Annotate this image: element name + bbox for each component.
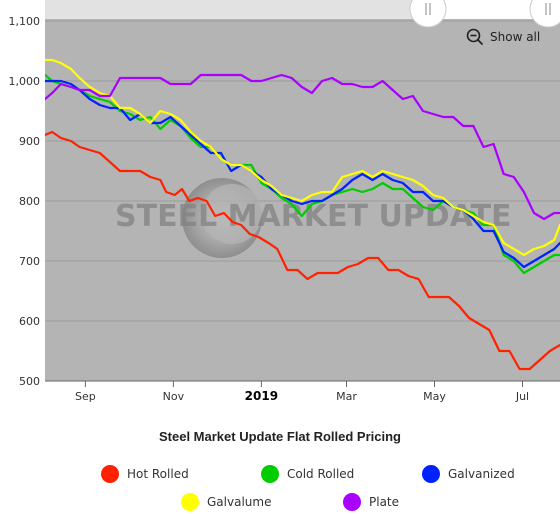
navigator-selection[interactable]	[428, 0, 548, 19]
legend: Hot Rolled Cold Rolled Galvanized Galval…	[0, 458, 560, 514]
legend-label: Plate	[369, 495, 400, 509]
y-tick-label: 600	[19, 315, 40, 328]
show-all-label: Show all	[490, 30, 541, 44]
watermark-text: STEEL MARKET UPDATE	[115, 199, 512, 234]
legend-item-hot-rolled[interactable]: Hot Rolled	[101, 465, 189, 483]
navigator-left-handle[interactable]	[409, 0, 447, 28]
navigator-right-handle[interactable]	[529, 0, 560, 28]
x-tick-label: May	[423, 390, 446, 403]
x-tick-label: Sep	[75, 390, 96, 403]
legend-item-galvalume[interactable]: Galvalume	[181, 493, 271, 511]
legend-swatch	[422, 465, 440, 483]
legend-swatch	[261, 465, 279, 483]
chart-title: Steel Market Update Flat Rolled Pricing	[159, 429, 401, 444]
legend-label: Cold Rolled	[287, 467, 355, 481]
chart: STEEL MARKET UPDATE 500 600 700 800 900 1,000…	[9, 0, 560, 403]
series-layer	[45, 58, 560, 371]
y-tick-label: 800	[19, 195, 40, 208]
y-tick-label: 1,000	[9, 75, 41, 88]
y-tick-label: 500	[19, 375, 40, 388]
y-axis: 500 600 700 800 900 1,000 1,100	[9, 15, 41, 388]
x-tick-label: 2019	[245, 389, 278, 403]
range-navigator[interactable]	[45, 0, 560, 28]
watermark-logo: STEEL MARKET UPDATE	[115, 178, 512, 258]
legend-label: Galvanized	[448, 467, 515, 481]
legend-item-galvanized[interactable]: Galvanized	[422, 465, 515, 483]
legend-swatch	[343, 493, 361, 511]
plot-background	[45, 0, 560, 381]
x-tick-label: Nov	[163, 390, 185, 403]
x-tick-label: Mar	[336, 390, 357, 403]
legend-swatch	[181, 493, 199, 511]
y-tick-label: 900	[19, 135, 40, 148]
series-line-galvanized	[45, 79, 560, 269]
legend-swatch	[101, 465, 119, 483]
legend-label: Hot Rolled	[127, 467, 189, 481]
gridlines	[45, 20, 560, 382]
legend-label: Galvalume	[207, 495, 272, 509]
zoom-out-icon	[466, 28, 484, 46]
x-tick-label: Jul	[515, 390, 529, 403]
series-line-hot-rolled	[45, 130, 560, 371]
series-line-plate	[45, 73, 560, 221]
x-axis: Sep Nov 2019 Mar May Jul	[75, 381, 529, 403]
series-line-galvalume	[45, 58, 560, 257]
legend-item-cold-rolled[interactable]: Cold Rolled	[261, 465, 354, 483]
legend-item-plate[interactable]: Plate	[343, 493, 399, 511]
show-all-button[interactable]: Show all	[466, 28, 540, 46]
y-tick-label: 1,100	[9, 15, 41, 28]
y-tick-label: 700	[19, 255, 40, 268]
